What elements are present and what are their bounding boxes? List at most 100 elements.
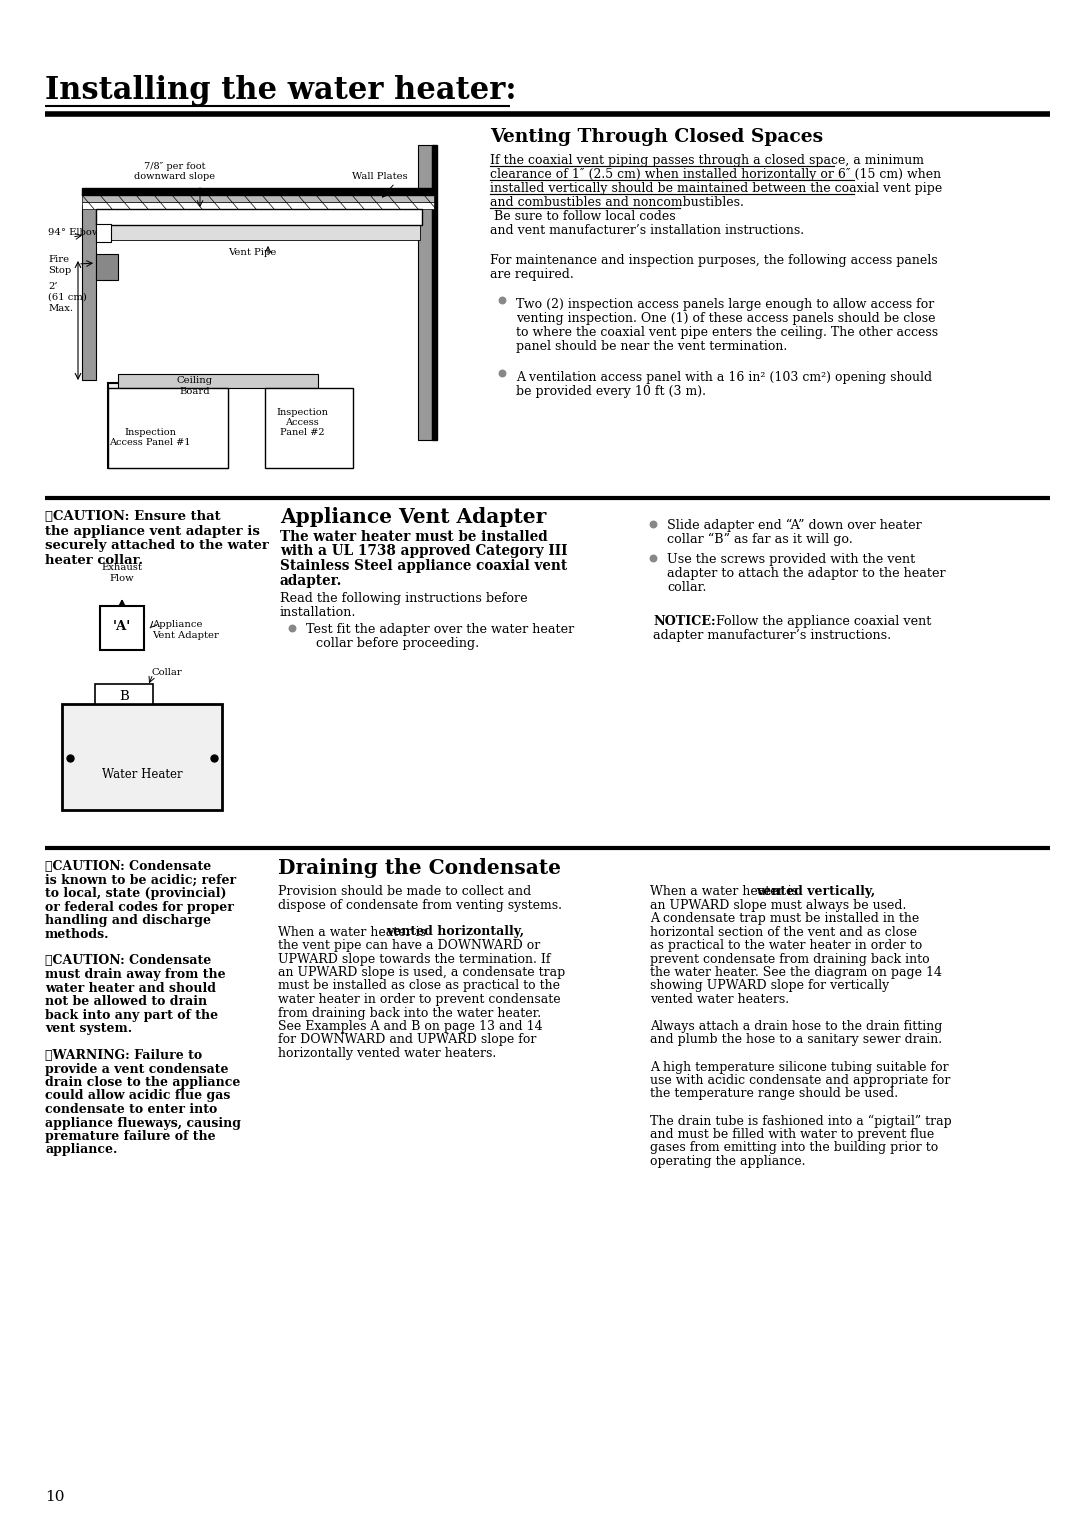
- Text: Read the following instructions before: Read the following instructions before: [280, 592, 528, 605]
- Text: When a water heater is: When a water heater is: [650, 886, 802, 898]
- Text: Installing the water heater:: Installing the water heater:: [45, 75, 516, 105]
- Text: heater collar.: heater collar.: [45, 554, 144, 567]
- Bar: [96, 224, 111, 241]
- Text: prevent condensate from draining back into: prevent condensate from draining back in…: [650, 953, 930, 965]
- Text: Exhaust: Exhaust: [102, 563, 143, 573]
- Text: could allow acidic flue gas: could allow acidic flue gas: [45, 1089, 230, 1102]
- Text: See Examples A and B on page 13 and 14: See Examples A and B on page 13 and 14: [278, 1020, 542, 1032]
- Text: ⚠WARNING: Failure to: ⚠WARNING: Failure to: [45, 1049, 202, 1061]
- Text: installed vertically should be maintained between the coaxial vent pipe: installed vertically should be maintaine…: [490, 182, 942, 195]
- Text: Wall Plates: Wall Plates: [352, 173, 407, 182]
- Text: adapter to attach the adaptor to the heater: adapter to attach the adaptor to the hea…: [667, 567, 946, 580]
- Text: must drain away from the: must drain away from the: [45, 968, 226, 980]
- Text: installation.: installation.: [280, 606, 356, 618]
- Text: A condensate trap must be installed in the: A condensate trap must be installed in t…: [650, 912, 919, 925]
- Text: the appliance vent adapter is: the appliance vent adapter is: [45, 525, 260, 538]
- Text: and must be filled with water to prevent flue: and must be filled with water to prevent…: [650, 1128, 934, 1141]
- Text: collar “B” as far as it will go.: collar “B” as far as it will go.: [667, 533, 853, 547]
- Text: Venting Through Closed Spaces: Venting Through Closed Spaces: [490, 128, 823, 147]
- Bar: [82, 205, 96, 380]
- Bar: [432, 145, 437, 440]
- Text: appliance flueways, causing: appliance flueways, causing: [45, 1116, 241, 1130]
- Text: handling and discharge: handling and discharge: [45, 915, 211, 927]
- Bar: [82, 195, 434, 202]
- Text: condensate to enter into: condensate to enter into: [45, 1102, 217, 1116]
- Bar: [108, 388, 228, 467]
- Bar: [265, 388, 353, 467]
- Bar: [95, 684, 153, 704]
- Text: Water Heater: Water Heater: [102, 768, 183, 780]
- Point: [62, 745, 79, 770]
- Bar: [98, 224, 420, 240]
- Text: horizontal section of the vent and as close: horizontal section of the vent and as cl…: [650, 925, 917, 939]
- Text: the vent pipe can have a DOWNWARD or: the vent pipe can have a DOWNWARD or: [278, 939, 540, 951]
- Text: dispose of condensate from venting systems.: dispose of condensate from venting syste…: [278, 898, 562, 912]
- Text: Be sure to follow local codes: Be sure to follow local codes: [490, 211, 676, 223]
- Text: an UPWARD slope must always be used.: an UPWARD slope must always be used.: [650, 898, 906, 912]
- Text: the temperature range should be used.: the temperature range should be used.: [650, 1087, 899, 1101]
- Text: For maintenance and inspection purposes, the following access panels: For maintenance and inspection purposes,…: [490, 253, 937, 267]
- Point: [645, 512, 662, 536]
- Text: water heater in order to prevent condensate: water heater in order to prevent condens…: [278, 993, 561, 1006]
- Text: Appliance Vent Adapter: Appliance Vent Adapter: [280, 507, 546, 527]
- Text: 10: 10: [45, 1490, 65, 1504]
- Point: [645, 545, 662, 570]
- Text: Follow the appliance coaxial vent: Follow the appliance coaxial vent: [712, 615, 931, 628]
- Text: ⚠CAUTION: Condensate: ⚠CAUTION: Condensate: [45, 860, 212, 873]
- Text: to where the coaxial vent pipe enters the ceiling. The other access: to where the coaxial vent pipe enters th…: [516, 325, 939, 339]
- Text: Always attach a drain hose to the drain fitting: Always attach a drain hose to the drain …: [650, 1020, 943, 1032]
- Text: appliance.: appliance.: [45, 1144, 118, 1156]
- Text: When a water heater is: When a water heater is: [278, 925, 430, 939]
- Text: Panel #2: Panel #2: [280, 428, 324, 437]
- Text: drain close to the appliance: drain close to the appliance: [45, 1077, 241, 1089]
- Text: Inspection: Inspection: [276, 408, 328, 417]
- Text: A ventilation access panel with a 16 in² (103 cm²) opening should: A ventilation access panel with a 16 in²…: [516, 371, 932, 383]
- Text: 2’: 2’: [48, 282, 57, 292]
- Point: [494, 360, 511, 385]
- Text: A high temperature silicone tubing suitable for: A high temperature silicone tubing suita…: [650, 1060, 948, 1073]
- Text: Vent Pipe: Vent Pipe: [228, 247, 276, 257]
- Text: Provision should be made to collect and: Provision should be made to collect and: [278, 886, 531, 898]
- Text: from draining back into the water heater.: from draining back into the water heater…: [278, 1006, 541, 1020]
- Text: adapter.: adapter.: [280, 574, 342, 588]
- Text: If the coaxial vent piping passes through a closed space, a minimum: If the coaxial vent piping passes throug…: [490, 154, 924, 166]
- Text: and plumb the hose to a sanitary sewer drain.: and plumb the hose to a sanitary sewer d…: [650, 1034, 942, 1046]
- Text: Stainless Steel appliance coaxial vent: Stainless Steel appliance coaxial vent: [280, 559, 567, 573]
- Text: not be allowed to drain: not be allowed to drain: [45, 996, 207, 1008]
- Text: to local, state (provincial): to local, state (provincial): [45, 887, 227, 899]
- Text: vent system.: vent system.: [45, 1022, 132, 1035]
- Text: showing UPWARD slope for vertically: showing UPWARD slope for vertically: [650, 979, 889, 993]
- Text: must be installed as close as practical to the: must be installed as close as practical …: [278, 979, 561, 993]
- Text: are required.: are required.: [490, 269, 573, 281]
- Text: NOTICE:: NOTICE:: [653, 615, 716, 628]
- Text: downward slope: downward slope: [135, 173, 216, 182]
- Text: methods.: methods.: [45, 927, 109, 941]
- Text: adapter manufacturer’s instructions.: adapter manufacturer’s instructions.: [653, 629, 891, 641]
- Text: B: B: [119, 690, 129, 702]
- Text: or federal codes for proper: or federal codes for proper: [45, 901, 234, 913]
- Text: 94° Elbow: 94° Elbow: [48, 228, 100, 237]
- Text: back into any part of the: back into any part of the: [45, 1008, 218, 1022]
- Bar: [62, 704, 222, 809]
- Text: and combustibles and noncombustibles.: and combustibles and noncombustibles.: [490, 195, 744, 209]
- Text: as practical to the water heater in order to: as practical to the water heater in orde…: [650, 939, 922, 951]
- Text: Vent Adapter: Vent Adapter: [152, 631, 219, 640]
- Bar: [82, 188, 434, 195]
- Text: 7/8″ per foot: 7/8″ per foot: [145, 162, 206, 171]
- Text: Collar: Collar: [152, 667, 183, 676]
- Text: The drain tube is fashioned into a “pigtail” trap: The drain tube is fashioned into a “pigt…: [650, 1115, 951, 1128]
- Text: an UPWARD slope is used, a condensate trap: an UPWARD slope is used, a condensate tr…: [278, 967, 565, 979]
- Text: UPWARD slope towards the termination. If: UPWARD slope towards the termination. If: [278, 953, 551, 965]
- Text: Max.: Max.: [48, 304, 73, 313]
- Text: ⚠CAUTION: Ensure that: ⚠CAUTION: Ensure that: [45, 510, 220, 524]
- Text: Access: Access: [285, 418, 319, 428]
- Text: collar.: collar.: [667, 580, 706, 594]
- Bar: [96, 253, 118, 279]
- Text: with a UL 1738 approved Category III: with a UL 1738 approved Category III: [280, 545, 567, 559]
- Text: is known to be acidic; refer: is known to be acidic; refer: [45, 873, 237, 887]
- Text: clearance of 1″ (2.5 cm) when installed horizontally or 6″ (15 cm) when: clearance of 1″ (2.5 cm) when installed …: [490, 168, 941, 182]
- Text: provide a vent condensate: provide a vent condensate: [45, 1063, 229, 1075]
- Text: Stop: Stop: [48, 266, 71, 275]
- Text: vented horizontally,: vented horizontally,: [386, 925, 524, 939]
- Bar: [118, 374, 318, 388]
